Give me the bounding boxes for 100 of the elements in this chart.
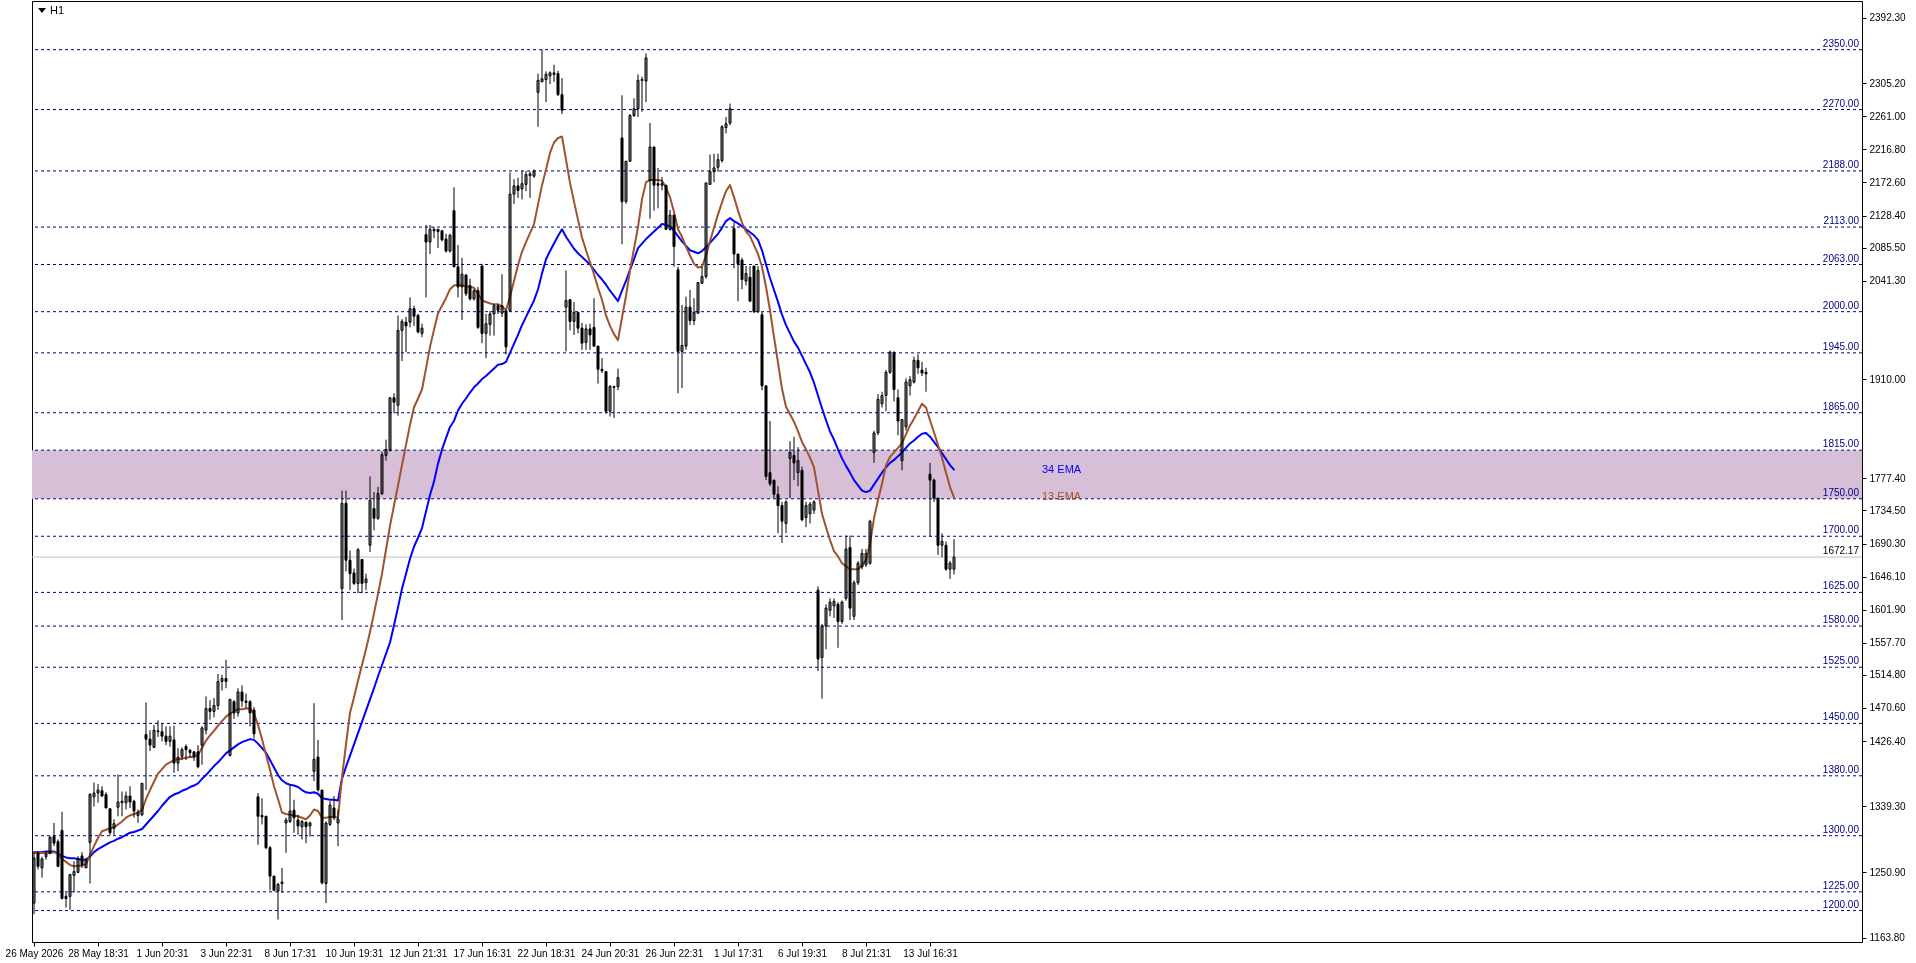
y-tick-label: 2216.80 xyxy=(1869,143,1907,155)
ref-line-label: 1672.17 xyxy=(1822,545,1860,557)
candlestick xyxy=(520,170,524,200)
candlestick xyxy=(308,820,312,837)
ref-line-label: 2113.00 xyxy=(1823,215,1860,227)
x-tick-label: 3 Jun 22:31 xyxy=(200,947,254,959)
candlestick xyxy=(292,799,296,834)
y-tick-label: 2261.00 xyxy=(1869,110,1907,122)
candlestick xyxy=(72,860,76,894)
candlestick xyxy=(444,233,448,254)
candlestick xyxy=(304,820,308,844)
candlestick xyxy=(460,257,464,321)
ref-line-label: 1815.00 xyxy=(1822,438,1860,450)
ref-line-label: 1450.00 xyxy=(1822,711,1860,723)
y-tick-label: 1426.40 xyxy=(1869,735,1907,747)
candlestick xyxy=(160,722,164,742)
y-tick-label: 1514.80 xyxy=(1869,669,1907,681)
candlestick xyxy=(396,314,400,417)
ref-line-label: 2188.00 xyxy=(1822,158,1860,170)
y-tick-label: 1777.40 xyxy=(1869,472,1907,484)
candlestick xyxy=(188,748,192,758)
y-tick-label: 1470.60 xyxy=(1869,702,1907,714)
candlestick xyxy=(116,773,120,817)
ref-line-label: 2270.00 xyxy=(1822,97,1860,109)
ref-line-label: 1200.00 xyxy=(1822,898,1860,910)
x-tick-label: 8 Jul 21:31 xyxy=(842,947,892,959)
candlestick xyxy=(572,301,576,336)
ref-line-label: 1945.00 xyxy=(1822,340,1860,352)
x-tick-label: 24 Jun 20:31 xyxy=(581,947,640,959)
candlestick xyxy=(300,819,304,840)
x-tick-label: 26 Jun 22:31 xyxy=(645,947,704,959)
candlestick xyxy=(756,265,760,314)
candlestick xyxy=(164,725,168,746)
y-tick-label: 1557.70 xyxy=(1869,637,1907,649)
y-tick-label: 1646.10 xyxy=(1869,571,1907,583)
ref-line-label: 1300.00 xyxy=(1822,823,1860,835)
ref-line-label: 2350.00 xyxy=(1822,37,1860,49)
candlestick xyxy=(368,475,372,553)
ref-line-label: 1625.00 xyxy=(1822,580,1860,592)
candlestick xyxy=(256,792,260,846)
x-tick-label: 1 Jul 17:31 xyxy=(714,947,764,959)
candlestick xyxy=(432,226,436,239)
candlestick xyxy=(152,724,156,749)
ref-line-label: 1380.00 xyxy=(1822,763,1860,775)
candlestick xyxy=(712,153,716,183)
x-tick-label: 1 Jun 20:31 xyxy=(136,947,190,959)
candlestick xyxy=(356,547,360,594)
candlestick xyxy=(424,224,428,298)
y-tick-label: 2128.40 xyxy=(1869,210,1907,222)
candlestick xyxy=(564,270,568,352)
candlestick xyxy=(492,303,496,337)
y-tick-label: 2172.60 xyxy=(1869,176,1907,188)
x-tick-label: 8 Jun 17:31 xyxy=(264,947,318,959)
candlestick xyxy=(636,73,640,118)
candlestick xyxy=(588,323,592,351)
x-tick-label: 10 Jun 19:31 xyxy=(325,947,384,959)
candlestick xyxy=(648,122,652,220)
x-tick-label: 6 Jul 19:31 xyxy=(778,947,828,959)
candlestick xyxy=(788,440,792,499)
candlestick xyxy=(928,462,932,538)
candlestick xyxy=(236,687,240,718)
y-tick-label: 2041.30 xyxy=(1869,275,1907,287)
x-tick-label: 28 May 18:31 xyxy=(68,947,130,959)
candlestick xyxy=(536,73,540,128)
x-tick-label: 12 Jun 21:31 xyxy=(389,947,448,959)
y-tick-label: 1163.80 xyxy=(1869,932,1906,944)
y-tick-label: 1339.30 xyxy=(1869,800,1907,812)
candlestick xyxy=(224,659,228,689)
candlestick xyxy=(96,783,100,804)
y-tick-label: 1734.50 xyxy=(1869,504,1907,516)
candlestick xyxy=(228,698,232,757)
candlestick xyxy=(584,323,588,351)
candlestick xyxy=(616,368,620,391)
y-tick-label: 1910.00 xyxy=(1869,373,1907,385)
x-tick-label: 17 Jun 16:31 xyxy=(453,947,512,959)
candlestick xyxy=(528,171,532,199)
candlestick xyxy=(808,501,812,525)
ref-line-label: 1525.00 xyxy=(1822,655,1860,667)
ref-line-label: 1225.00 xyxy=(1822,879,1860,891)
y-tick-label: 1250.90 xyxy=(1869,866,1907,878)
text: 13 EMA xyxy=(1042,490,1082,503)
candlestick xyxy=(172,725,176,774)
ref-line-label: 1700.00 xyxy=(1822,524,1860,536)
y-tick-label: 1601.90 xyxy=(1869,604,1907,616)
ref-line-label: 1865.00 xyxy=(1822,400,1860,412)
x-tick-label: 13 Jul 16:31 xyxy=(903,947,959,959)
candlestick xyxy=(836,601,840,649)
ref-line-label: 2000.00 xyxy=(1822,299,1860,311)
chart-title: H1 xyxy=(50,4,65,16)
candlestick xyxy=(436,228,440,249)
text: 34 EMA xyxy=(1042,462,1082,475)
candlestick xyxy=(752,265,756,314)
ref-line-label: 1750.00 xyxy=(1822,486,1860,498)
ref-line-label: 1580.00 xyxy=(1822,614,1860,626)
y-tick-label: 1690.30 xyxy=(1869,538,1907,550)
y-tick-label: 2085.50 xyxy=(1869,242,1907,254)
ref-line-label: 2063.00 xyxy=(1822,252,1860,264)
candlestick xyxy=(184,743,188,761)
candlestick xyxy=(120,791,124,817)
candlestick xyxy=(924,367,928,393)
